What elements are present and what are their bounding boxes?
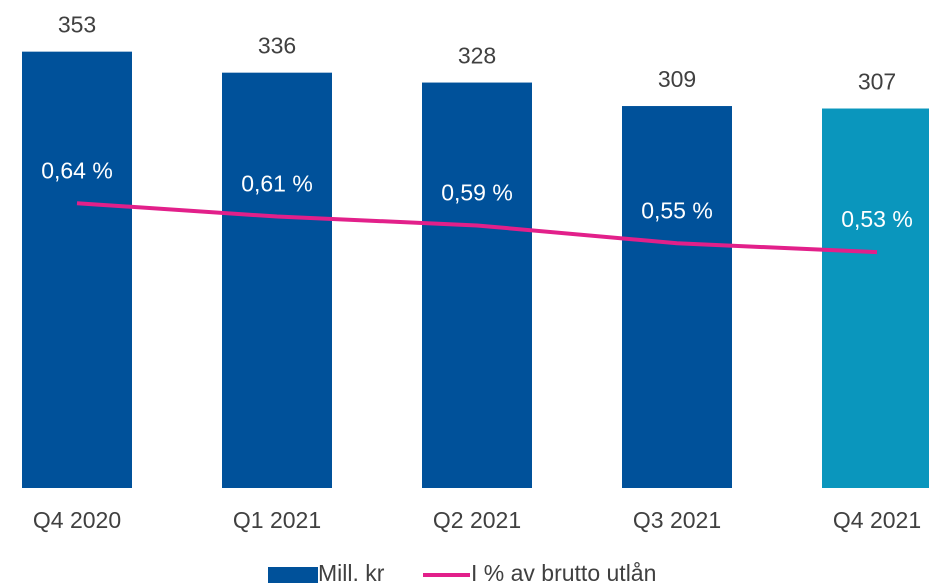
bar-value-label: 328 — [458, 43, 496, 69]
bar-value-label: 336 — [258, 33, 296, 59]
x-tick-label: Q3 2021 — [633, 507, 721, 533]
bar-value-label: 353 — [58, 12, 96, 38]
x-tick-label: Q1 2021 — [233, 507, 321, 533]
legend-label: Mill. kr — [318, 560, 385, 586]
line-value-label: 0,59 % — [441, 180, 513, 206]
legend-swatch — [268, 567, 318, 583]
x-tick-label: Q2 2021 — [433, 507, 521, 533]
line-value-label: 0,55 % — [641, 197, 713, 223]
bar — [822, 108, 929, 488]
x-tick-label: Q4 2020 — [33, 507, 121, 533]
bar-value-label: 307 — [858, 69, 896, 95]
bar — [22, 51, 132, 489]
bar — [422, 82, 532, 489]
line — [76, 201, 878, 255]
line-value-label: 0,53 % — [841, 206, 913, 232]
bar — [222, 72, 332, 489]
bar — [622, 106, 732, 489]
line-value-label: 0,64 % — [41, 157, 113, 183]
x-tick-label: Q4 2021 — [833, 507, 921, 533]
bar-value-label: 309 — [658, 66, 696, 92]
legend-label: I % av brutto utlån — [471, 560, 656, 586]
line-value-label: 0,61 % — [241, 171, 313, 197]
